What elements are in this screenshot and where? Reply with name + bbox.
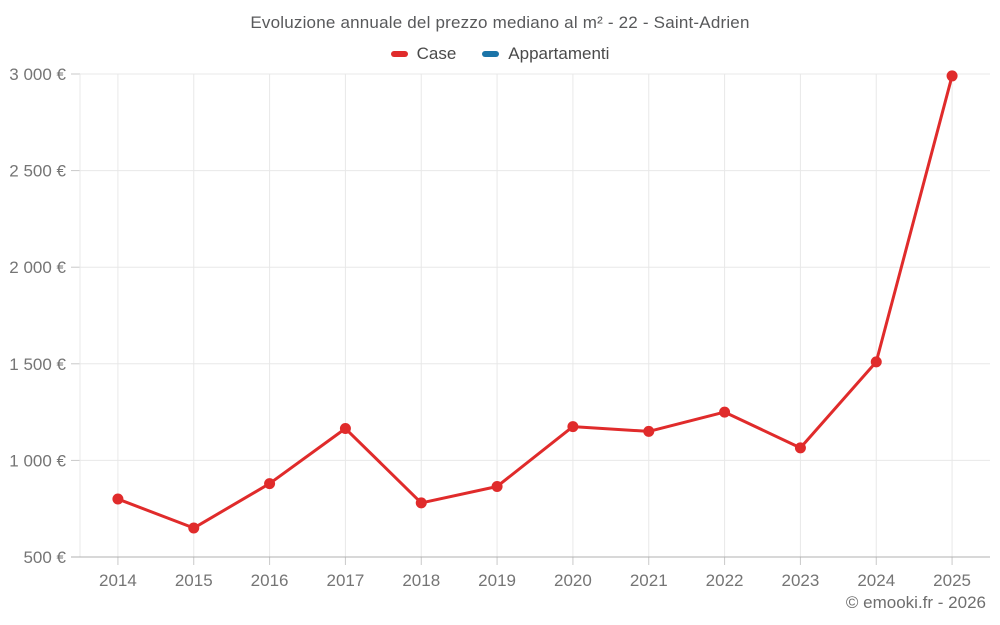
x-tick-label: 2022 <box>706 571 744 590</box>
y-tick-label: 1 500 € <box>9 355 66 374</box>
data-point-case[interactable] <box>946 70 958 82</box>
data-point-case[interactable] <box>643 425 655 437</box>
legend-label-case: Case <box>416 44 457 63</box>
x-tick-label: 2014 <box>99 571 137 590</box>
x-tick-label: 2021 <box>630 571 668 590</box>
data-point-case[interactable] <box>794 442 806 454</box>
data-point-case[interactable] <box>415 497 427 509</box>
y-tick-label: 2 000 € <box>9 258 66 277</box>
data-point-case[interactable] <box>567 421 579 433</box>
x-tick-label: 2019 <box>478 571 516 590</box>
x-tick-label: 2023 <box>782 571 820 590</box>
appartamenti-series-swatch-icon <box>482 51 500 57</box>
legend-label-appartamenti: Appartamenti <box>508 44 610 63</box>
copyright-watermark: © emooki.fr - 2026 <box>845 593 986 612</box>
legend-item-case[interactable]: Case <box>390 44 457 64</box>
x-tick-label: 2020 <box>554 571 592 590</box>
chart-legend: Case Appartamenti <box>0 44 1000 64</box>
y-tick-label: 2 500 € <box>9 162 66 181</box>
data-point-case[interactable] <box>491 480 503 492</box>
x-tick-label: 2025 <box>933 571 971 590</box>
case-series-swatch-icon <box>390 51 408 57</box>
y-tick-label: 500 € <box>23 548 66 567</box>
data-point-case[interactable] <box>188 522 200 534</box>
data-point-case[interactable] <box>112 493 124 505</box>
data-point-case[interactable] <box>870 356 882 368</box>
x-tick-label: 2018 <box>402 571 440 590</box>
x-tick-label: 2015 <box>175 571 213 590</box>
x-tick-label: 2016 <box>251 571 289 590</box>
data-point-case[interactable] <box>339 423 351 435</box>
data-point-case[interactable] <box>264 478 276 490</box>
series-line-case <box>117 75 954 530</box>
y-tick-label: 1 000 € <box>9 451 66 470</box>
legend-item-appartamenti[interactable]: Appartamenti <box>482 44 609 64</box>
x-tick-label: 2024 <box>857 571 895 590</box>
data-point-case[interactable] <box>719 406 731 418</box>
x-tick-label: 2017 <box>327 571 365 590</box>
y-tick-label: 3 000 € <box>9 65 66 84</box>
chart-title: Evoluzione annuale del prezzo mediano al… <box>250 13 750 32</box>
